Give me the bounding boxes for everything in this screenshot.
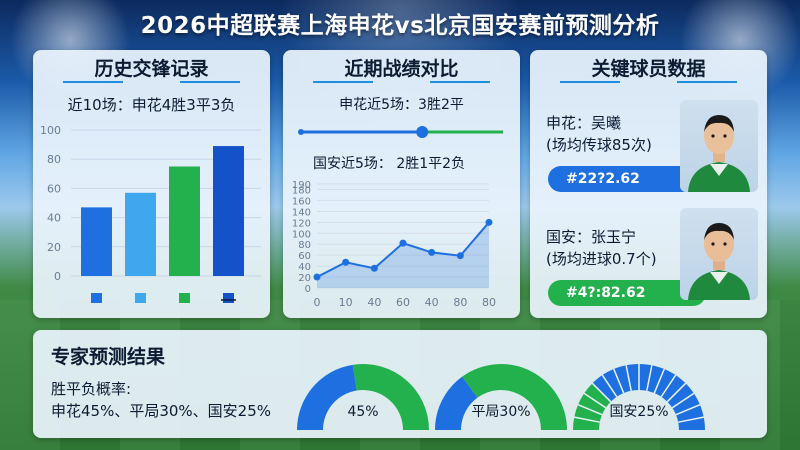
- player-portrait-icon: [688, 115, 750, 192]
- bar: [213, 146, 244, 276]
- form-panel: 近期战绩对比 申花近5场：3胜2平 国安近5场： 2胜1平2负 0 20 40 60 8…: [283, 50, 520, 318]
- bar: [169, 166, 200, 276]
- y-tick-label: 40: [47, 212, 61, 225]
- y-tick-label: 190: [292, 180, 311, 191]
- data-point: [313, 273, 321, 281]
- history-bar-chart: 0 20 40 60 80 100: [40, 124, 261, 303]
- y-tick-label: 20: [47, 241, 61, 254]
- area-fill: [317, 222, 489, 288]
- y-tick-label: 40: [298, 262, 311, 273]
- y-tick-label: 20: [298, 273, 311, 284]
- legend-swatch: [91, 293, 102, 303]
- page-title: 2026中超联赛上海申花vs北京国安赛前预测分析: [140, 13, 660, 39]
- y-tick-label: 100: [292, 229, 311, 240]
- x-tick-label: 40: [367, 296, 381, 309]
- history-panel: 历史交锋记录 近10场：申花4胜3平3负 0 20 40 60 80 100: [33, 50, 270, 318]
- x-tick-label: 60: [396, 296, 410, 309]
- gauge-segment: [660, 374, 677, 398]
- gauge-segment: [613, 368, 625, 394]
- data-point: [399, 239, 407, 247]
- x-tick-label: 40: [425, 296, 439, 309]
- prediction-gauges: 45% 平局30% 国安25%: [297, 364, 705, 430]
- gauge-arc: [297, 364, 357, 430]
- gauge-arc: [462, 364, 567, 430]
- bar: [81, 207, 112, 276]
- guoan-player-name: 国安：张玉宁: [546, 228, 637, 246]
- y-tick-label: 60: [47, 182, 61, 195]
- data-point: [456, 252, 464, 260]
- form-title: 近期战绩对比: [283, 54, 520, 83]
- legend-swatch: [179, 293, 190, 303]
- gauge-segment: [577, 404, 603, 416]
- shenhua-player-name: 申花：吴曦: [546, 114, 622, 132]
- y-tick-label: 100: [40, 124, 61, 137]
- gauge-segment: [574, 416, 600, 423]
- gauge-segment: [591, 382, 612, 403]
- guoan-player-badge: #4?:82.62: [548, 280, 706, 306]
- shenhua-player-stat: (场均传球85次): [546, 136, 652, 154]
- players-title: 关键球员数据: [530, 54, 767, 83]
- gauge-segment: [583, 392, 607, 409]
- players-panel: 关键球员数据 申花：吴曦 (场均传球85次) #22?2.62 国安：张玉宁 (…: [530, 50, 767, 318]
- data-point: [370, 264, 378, 272]
- prediction-title: 专家预测结果: [51, 346, 166, 368]
- gauge-arc: [592, 364, 705, 430]
- player-portrait-icon: [688, 223, 750, 300]
- form-slider[interactable]: [297, 122, 507, 142]
- y-tick-label: 60: [298, 251, 311, 262]
- slider-handle: [416, 126, 429, 138]
- gauge-label: 平局30%: [471, 404, 530, 420]
- x-tick-label: 0: [314, 296, 321, 309]
- prediction-line2: 申花45%、平局30%、国安25%: [51, 402, 272, 420]
- gauge-segment: [666, 382, 687, 403]
- gauge-arc: [435, 376, 478, 430]
- gauge-segment: [678, 416, 704, 423]
- shenhua-player-badge: #22?2.62: [548, 166, 706, 192]
- x-tick-label: 80: [453, 296, 467, 309]
- data-point: [485, 218, 493, 226]
- guoan-player-stat: (场均进球0.7个): [546, 250, 657, 268]
- prediction-line1: 胜平负概率:: [51, 380, 132, 398]
- data-point: [428, 248, 436, 256]
- prediction-panel: 专家预测结果 胜平负概率: 申花45%、平局30%、国安25% 45% 平局30%…: [33, 330, 767, 438]
- gauge-segment: [671, 392, 695, 409]
- guoan-player-avatar: [680, 208, 758, 300]
- history-title: 历史交锋记录: [33, 54, 270, 83]
- bar: [125, 192, 156, 276]
- shenhua-player-avatar: [680, 100, 758, 192]
- gauge-segment: [675, 404, 701, 416]
- y-tick-label: 160: [292, 196, 311, 207]
- gauge-arc: [352, 364, 429, 430]
- shenhua-form-text: 申花近5场：3胜2平: [339, 97, 464, 113]
- legend-swatch: [135, 293, 146, 303]
- gauge-label: 国安25%: [609, 404, 668, 420]
- y-tick-label: 180: [292, 185, 311, 196]
- history-summary: 近10场：申花4胜3平3负: [67, 96, 236, 114]
- x-tick-label: 80: [482, 296, 496, 309]
- guoan-form-text: 国安近5场： 2胜1平2负: [313, 156, 466, 172]
- gauge-segment: [625, 365, 632, 391]
- y-tick-label: 80: [298, 240, 311, 251]
- legend-swatch: [223, 293, 234, 303]
- gauge-segment: [601, 374, 618, 398]
- y-tick-label: 80: [47, 153, 61, 166]
- y-tick-label: 0: [54, 270, 61, 283]
- gauge-segment: [646, 365, 653, 391]
- y-tick-label: 140: [292, 207, 311, 218]
- data-point: [342, 258, 350, 266]
- gauge-label: 45%: [347, 404, 378, 420]
- x-tick-label: 10: [339, 296, 353, 309]
- y-tick-label: 120: [292, 218, 311, 229]
- slider-end: [298, 129, 304, 135]
- gauge-segment: [653, 368, 665, 394]
- y-tick-label: 0: [305, 284, 311, 295]
